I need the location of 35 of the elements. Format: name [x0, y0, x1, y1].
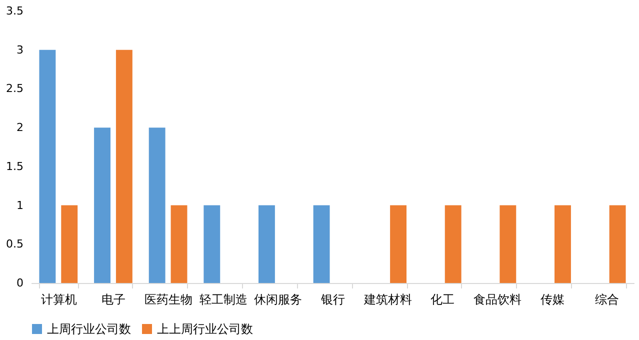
y-tick-label: 2.5: [6, 82, 24, 96]
y-tick-label: 3: [16, 43, 24, 56]
y-tick-label: 0.5: [6, 238, 24, 251]
bar: [390, 205, 407, 283]
x-tick-label: 综合: [595, 292, 620, 306]
bar: [148, 128, 166, 283]
y-tick-label: 3.5: [6, 4, 24, 18]
bar: [444, 205, 462, 283]
bar: [609, 205, 626, 283]
x-tick-label: 食品饮料: [473, 292, 522, 306]
legend-label: 上上周行业公司数: [157, 322, 253, 336]
bar: [500, 205, 516, 283]
bar: [204, 205, 220, 283]
x-tick-label: 医药生物: [144, 292, 193, 306]
x-tick-label: 计算机: [40, 292, 77, 306]
x-tick-label: 休闲服务: [254, 292, 302, 306]
y-tick-label: 0: [16, 276, 24, 290]
x-tick-label: 电子: [102, 292, 126, 306]
x-tick-label: 建筑材料: [362, 292, 412, 306]
bar: [554, 205, 571, 283]
bar: [313, 205, 330, 283]
bar: [39, 50, 56, 283]
x-tick-label: 化工: [430, 292, 455, 306]
x-tick-label: 银行: [320, 292, 345, 306]
bar: [258, 205, 275, 283]
bar: [170, 205, 188, 283]
y-tick-label: 1.5: [6, 160, 24, 173]
legend-label: 上周行业公司数: [47, 322, 131, 336]
bar: [116, 50, 132, 283]
bar: [61, 205, 78, 283]
x-tick-label: 轻工制造: [199, 292, 248, 306]
y-tick-label: 1: [16, 198, 24, 212]
bar: [94, 128, 110, 283]
x-tick-label: 传媒: [540, 292, 564, 306]
y-tick-label: 2: [16, 121, 24, 134]
